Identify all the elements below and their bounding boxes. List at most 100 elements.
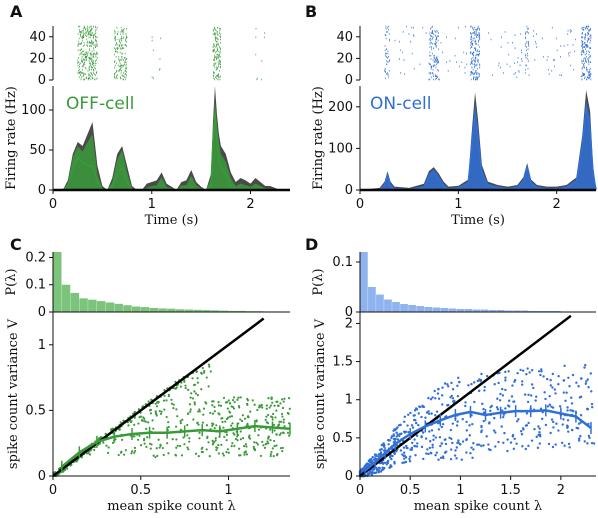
- D_scatter-point: [557, 375, 560, 378]
- D_scatter-point: [475, 443, 479, 446]
- D_scatter-point: [540, 370, 543, 373]
- D_scatter-point: [470, 382, 473, 386]
- D_scatter-point: [502, 415, 505, 419]
- D_scatter-point: [398, 434, 401, 438]
- D_scatter-point: [519, 430, 523, 433]
- D_scatter-point: [420, 415, 423, 419]
- D_scatter-point: [437, 397, 441, 400]
- C_scatter-point: [85, 452, 89, 455]
- D_scatter-point: [396, 438, 400, 441]
- B_rate-xtick-label: 2: [553, 197, 561, 212]
- D_scatter-point: [517, 418, 520, 421]
- C_scatter-point: [196, 381, 199, 384]
- C_scatter-point: [200, 388, 203, 391]
- C_scatter-point: [184, 386, 187, 390]
- D_scatter-point: [450, 394, 453, 398]
- C_scatter-point: [132, 435, 135, 438]
- D_scatter-point: [392, 433, 395, 436]
- C_hist-bar: [61, 284, 71, 312]
- C_scatter-ylabel: spike count variance V: [6, 318, 21, 469]
- D_scatter-xlabel: mean spike count λ: [414, 499, 543, 514]
- C_scatter-point: [273, 429, 276, 432]
- D_scatter-point: [554, 392, 557, 395]
- C_scatter-point: [215, 448, 218, 452]
- C_scatter-point: [267, 442, 270, 445]
- D_scatter-point: [429, 451, 432, 454]
- D_scatter-point: [563, 364, 566, 368]
- D_scatter-point: [590, 390, 593, 393]
- C_scatter-point: [281, 446, 284, 450]
- D_scatter-point: [434, 414, 437, 417]
- D_scatter-point: [526, 367, 529, 370]
- C_scatter-point: [147, 421, 150, 424]
- C_scatter-point: [154, 410, 157, 413]
- B_rate-xtick-label: 1: [454, 197, 462, 212]
- C_scatter-point: [136, 438, 140, 441]
- D_scatter-point: [464, 401, 467, 404]
- D_scatter-point: [479, 379, 482, 383]
- D_scatter-point: [568, 384, 571, 388]
- D_scatter-point: [580, 377, 583, 380]
- D_scatter-point: [420, 435, 423, 438]
- D_scatter-point: [438, 436, 442, 439]
- D_scatter-point: [395, 435, 398, 438]
- D_scatter-point: [394, 428, 397, 432]
- C_scatter-point: [122, 453, 126, 456]
- C_scatter-point: [133, 451, 136, 454]
- C_scatter-point: [105, 444, 108, 447]
- D_scatter-point: [536, 446, 540, 450]
- C_scatter-point: [161, 446, 164, 450]
- D_scatter-point: [402, 451, 406, 454]
- C_scatter-point: [129, 420, 133, 424]
- D_scatter-point: [537, 370, 541, 373]
- D_scatter-point: [392, 429, 395, 433]
- C_scatter-point: [281, 415, 284, 418]
- C_scatter-point: [194, 452, 198, 455]
- C_scatter-point: [222, 454, 225, 457]
- D_scatter-point: [541, 417, 544, 421]
- C_scatter-point: [147, 400, 150, 403]
- C_scatter-point: [234, 437, 238, 441]
- A_rate-model-band: [53, 100, 290, 190]
- C_hist-bar: [211, 310, 220, 312]
- C_scatter-point: [159, 443, 162, 446]
- C_scatter-point: [138, 434, 141, 437]
- C_scatter-point: [277, 404, 280, 407]
- C_scatter-point: [283, 425, 286, 428]
- D_hist-bar: [376, 294, 384, 312]
- C_scatter-point: [163, 394, 166, 397]
- C_scatter-point: [121, 438, 124, 441]
- C_scatter-point: [107, 451, 110, 454]
- D_scatter-point: [444, 442, 448, 446]
- D_scatter-point: [532, 386, 535, 390]
- D_scatter-point: [405, 444, 408, 448]
- D_scatter-point: [455, 424, 459, 427]
- D_scatter-point: [504, 370, 507, 374]
- D_scatter-point: [473, 381, 476, 384]
- C_scatter-point: [217, 452, 220, 455]
- D_scatter-point: [399, 423, 402, 427]
- C_scatter-point: [282, 431, 285, 435]
- D_scatter-point: [516, 372, 519, 375]
- C_scatter-point: [179, 420, 182, 423]
- D_scatter-point: [520, 433, 524, 436]
- D_scatter-point: [427, 396, 430, 400]
- D_scatter-point: [435, 410, 439, 413]
- D_scatter-point: [530, 383, 534, 386]
- D_scatter-point: [448, 436, 451, 440]
- A_rate-annotation: OFF-cell: [66, 94, 134, 114]
- C_scatter-point: [93, 448, 96, 452]
- D_scatter-point: [414, 444, 417, 448]
- D_scatter-point: [590, 441, 594, 445]
- C_scatter-point: [193, 390, 196, 393]
- C_scatter-point: [191, 397, 195, 400]
- C_scatter-point: [275, 444, 278, 447]
- C_scatter-point: [130, 452, 133, 455]
- D_scatter-point: [587, 386, 590, 389]
- D_scatter-point: [535, 395, 538, 398]
- D_scatter-point: [511, 433, 515, 437]
- D_scatter-point: [570, 428, 574, 432]
- C_scatter-ytick-label: 1: [38, 338, 46, 353]
- D_scatter-point: [367, 472, 370, 476]
- D_scatter-point: [449, 428, 453, 432]
